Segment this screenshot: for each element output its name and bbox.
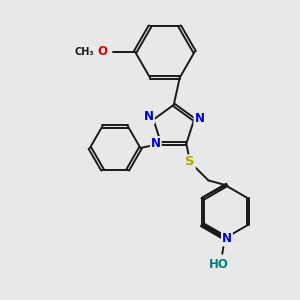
Text: N: N [194,112,205,124]
Text: O: O [98,45,107,58]
Text: CH₃: CH₃ [75,47,94,57]
Text: S: S [185,155,195,169]
Text: N: N [151,137,161,150]
Text: N: N [144,110,154,123]
Text: HO: HO [209,258,229,271]
Text: N: N [222,232,232,245]
